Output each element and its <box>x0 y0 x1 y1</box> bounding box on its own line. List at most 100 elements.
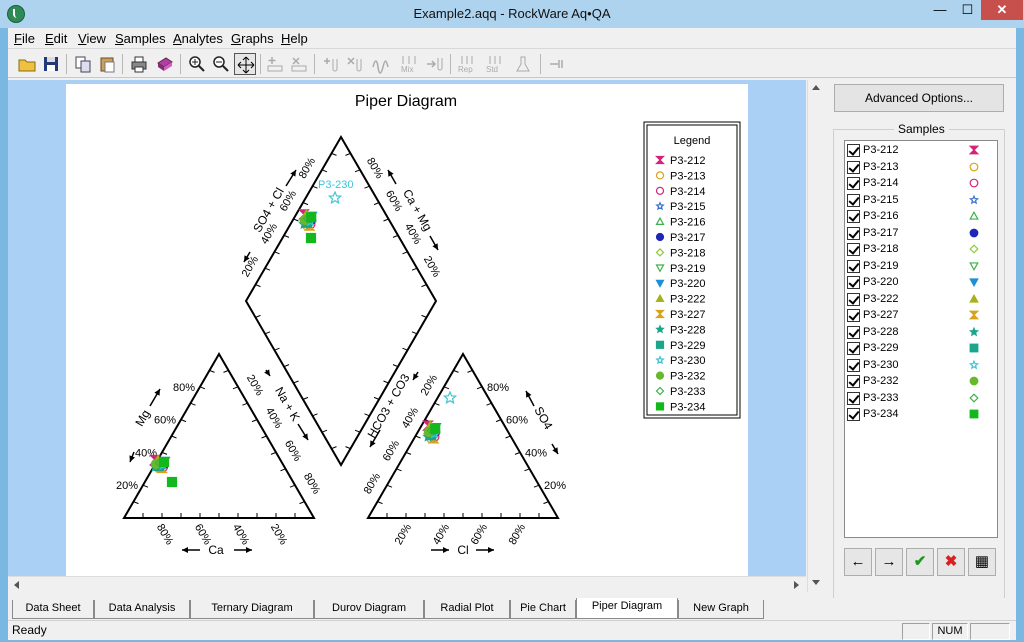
sample-checkbox[interactable] <box>847 210 860 223</box>
sample-checkbox[interactable] <box>847 177 860 190</box>
sample-symbol-icon <box>969 162 979 171</box>
legend-symbol-p3-213 <box>655 171 665 180</box>
uncheck-all-button[interactable]: ✖ <box>937 548 965 576</box>
tab-ternary-diagram[interactable]: Ternary Diagram <box>190 600 314 619</box>
save-icon[interactable] <box>40 53 62 75</box>
delete-sample-icon[interactable] <box>344 53 366 75</box>
menu-edit[interactable]: Edit <box>45 31 68 46</box>
sample-symbol-p3-229 <box>969 343 979 353</box>
wave-icon[interactable] <box>370 53 392 75</box>
piper-diagram[interactable]: 20% 40% 60% 80% 20% 40% 60% 80% 20% 40% 60% 80% 20% 4… <box>66 84 748 576</box>
sample-row-p3-215[interactable]: P3-215 <box>847 193 995 209</box>
sample-name: P3-222 <box>863 292 899 305</box>
sample-checkbox[interactable] <box>847 292 860 306</box>
grid-button[interactable]: ▦ <box>968 548 996 576</box>
unit-icon[interactable] <box>546 53 568 75</box>
move-right-button[interactable]: → <box>875 548 903 576</box>
minimize-button[interactable]: — <box>933 2 947 17</box>
sample-row-p3-220[interactable]: P3-220 <box>847 275 995 291</box>
pan-icon[interactable] <box>234 53 256 75</box>
sample-checkbox[interactable] <box>847 259 860 273</box>
point-anion-p3-230-outlier <box>442 390 458 405</box>
tick-label-so4: 80% <box>487 382 509 394</box>
graph-canvas[interactable]: 20% 40% 60% 80% 20% 40% 60% 80% 20% 40% 60% 80% 20% 4… <box>8 80 806 592</box>
sample-row-p3-229[interactable]: P3-229 <box>847 341 995 357</box>
sample-symbol-p3-219 <box>969 261 979 271</box>
sample-checkbox[interactable] <box>847 391 860 405</box>
export-icon[interactable] <box>154 53 176 75</box>
sample-checkbox[interactable] <box>847 144 860 157</box>
sample-checkbox[interactable] <box>847 325 860 339</box>
check-all-button[interactable]: ✔ <box>906 548 934 576</box>
sample-checkbox[interactable] <box>847 375 860 388</box>
tab-data-sheet[interactable]: Data Sheet <box>12 600 94 619</box>
add-sample-icon[interactable] <box>320 53 342 75</box>
sample-row-p3-217[interactable]: P3-217 <box>847 226 995 242</box>
replicate-icon[interactable]: Rep <box>456 53 478 75</box>
sample-checkbox[interactable] <box>847 226 860 240</box>
close-button[interactable]: ✕ <box>981 0 1023 20</box>
menu-view[interactable]: View <box>78 31 106 46</box>
zoom-in-icon[interactable] <box>186 53 208 75</box>
menu-help[interactable]: Help <box>281 31 308 46</box>
copy-icon[interactable] <box>72 53 94 75</box>
sample-row-p3-219[interactable]: P3-219 <box>847 259 995 275</box>
tab-pie-chart[interactable]: Pie Chart <box>510 600 576 619</box>
legend-entry-p3-230: P3-230 <box>670 355 705 367</box>
sample-checkbox[interactable] <box>847 358 860 372</box>
menu-graphs[interactable]: Graphs <box>231 31 274 46</box>
tab-durov-diagram[interactable]: Durov Diagram <box>314 600 424 619</box>
sample-checkbox[interactable] <box>847 309 860 322</box>
vertical-scrollbar[interactable] <box>807 80 824 592</box>
sample-checkbox[interactable] <box>847 276 860 289</box>
open-folder-icon[interactable] <box>16 53 38 75</box>
maximize-button[interactable]: ☐ <box>961 2 974 17</box>
sample-checkbox[interactable] <box>847 160 860 174</box>
sample-symbol-p3-234 <box>969 409 979 419</box>
sample-row-p3-222[interactable]: P3-222 <box>847 292 995 308</box>
print-icon[interactable] <box>128 53 150 75</box>
horizontal-scrollbar[interactable] <box>8 576 806 592</box>
tab-piper-diagram[interactable]: Piper Diagram <box>576 598 678 619</box>
legend-symbol-p3-215 <box>655 201 665 211</box>
import-icon[interactable] <box>424 53 446 75</box>
add-row-icon[interactable] <box>264 53 286 75</box>
sample-row-p3-227[interactable]: P3-227 <box>847 308 995 324</box>
zoom-out-icon[interactable] <box>210 53 232 75</box>
legend-entry-p3-219: P3-219 <box>670 263 705 275</box>
status-panel-empty <box>902 623 930 640</box>
tab-radial-plot[interactable]: Radial Plot <box>424 600 510 619</box>
advanced-options-button[interactable]: Advanced Options... <box>834 84 1004 112</box>
menu-file[interactable]: File <box>14 31 35 46</box>
menu-analytes[interactable]: Analytes <box>173 31 223 46</box>
move-left-button[interactable]: ← <box>844 548 872 576</box>
sample-row-p3-218[interactable]: P3-218 <box>847 242 995 258</box>
delete-row-icon[interactable] <box>288 53 310 75</box>
menu-samples[interactable]: Samples <box>115 31 166 46</box>
tab-new-graph[interactable]: New Graph <box>678 600 764 619</box>
sample-row-p3-234[interactable]: P3-234 <box>847 407 995 423</box>
app-icon[interactable] <box>7 5 25 23</box>
tick-label-hco3: 60% <box>381 438 403 463</box>
samples-list[interactable]: P3-212 P3-213 P3-214 P3-215 P3-216 P3-217 P3-2… <box>844 140 998 538</box>
sample-checkbox[interactable] <box>847 243 860 256</box>
tick-label-mg: 80% <box>173 382 195 394</box>
sample-row-p3-233[interactable]: P3-233 <box>847 391 995 407</box>
sample-checkbox[interactable] <box>847 193 860 207</box>
sample-row-p3-232[interactable]: P3-232 <box>847 374 995 390</box>
mix-icon[interactable]: Mix <box>398 53 420 75</box>
sample-checkbox[interactable] <box>847 342 860 355</box>
flask-icon[interactable] <box>512 53 534 75</box>
sample-row-p3-216[interactable]: P3-216 <box>847 209 995 225</box>
sample-row-p3-213[interactable]: P3-213 <box>847 160 995 176</box>
sample-row-p3-212[interactable]: P3-212 <box>847 143 995 159</box>
legend-symbol-p3-229 <box>655 340 665 349</box>
sample-row-p3-230[interactable]: P3-230 <box>847 358 995 374</box>
sample-row-p3-214[interactable]: P3-214 <box>847 176 995 192</box>
sample-row-p3-228[interactable]: P3-228 <box>847 325 995 341</box>
tab-data-analysis[interactable]: Data Analysis <box>94 600 190 619</box>
samples-group: Samples P3-212 P3-213 P3-214 P3-215 P3-216 P3… <box>833 122 1005 607</box>
sample-checkbox[interactable] <box>847 408 860 421</box>
paste-icon[interactable] <box>96 53 118 75</box>
standard-icon[interactable]: Std <box>484 53 506 75</box>
